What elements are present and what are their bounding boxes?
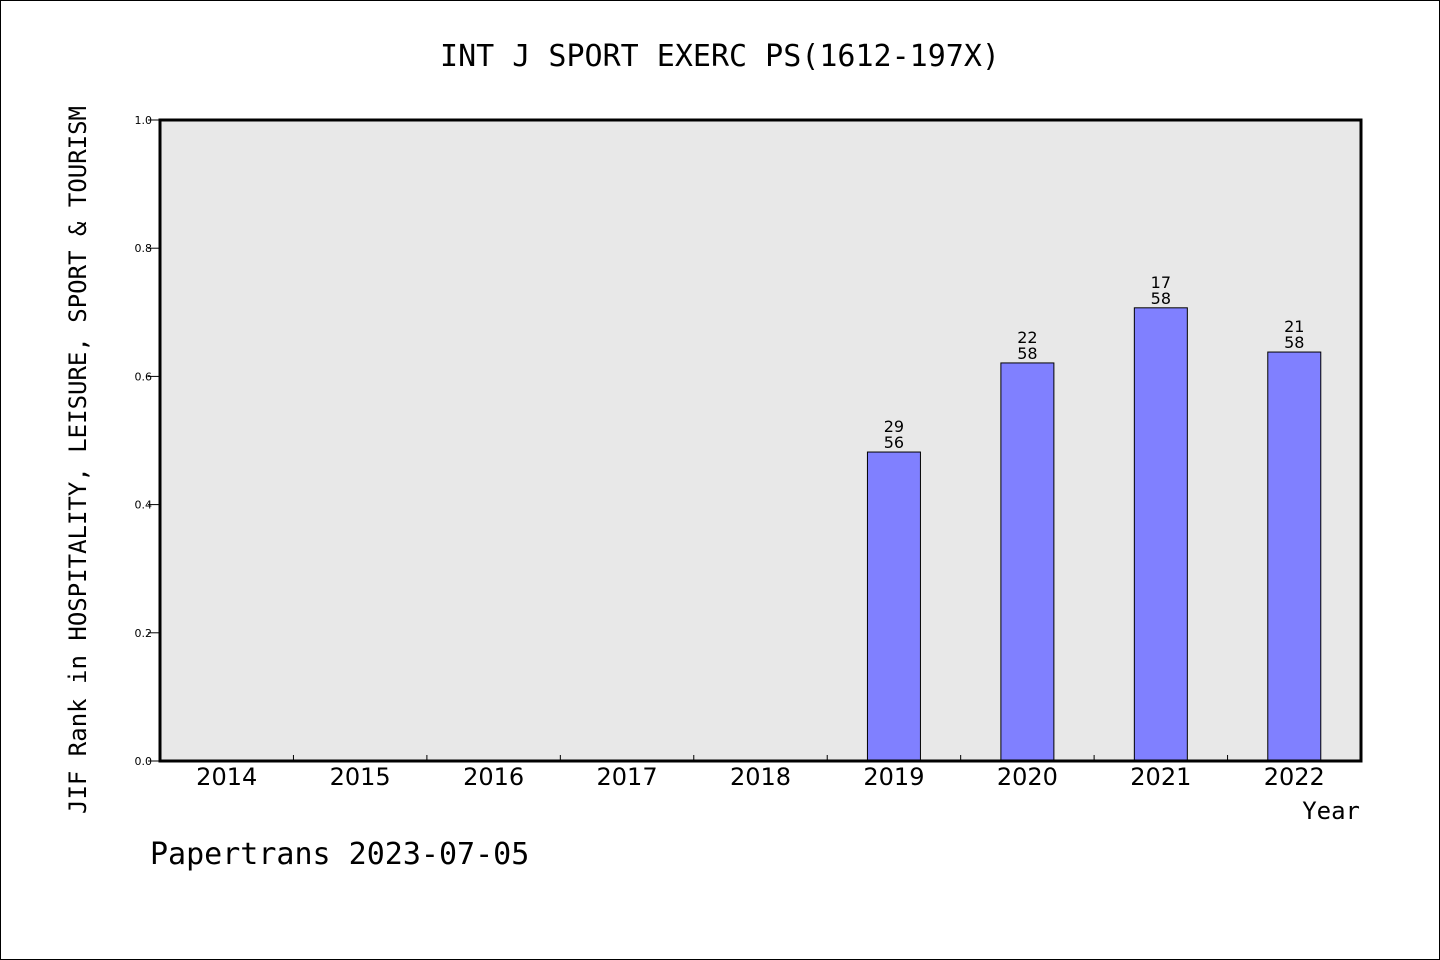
y-tick-label: 1.0 <box>135 114 153 127</box>
y-tick-label: 0.0 <box>135 755 153 768</box>
bar-label-rank: 21 <box>1284 317 1304 336</box>
bar-2020 <box>1000 362 1055 762</box>
footer-text: Papertrans 2023-07-05 <box>150 837 529 872</box>
bar-label-total: 56 <box>884 433 904 452</box>
x-tick-label: 2021 <box>1130 763 1191 791</box>
bar-label-total: 58 <box>1151 289 1171 308</box>
x-tick-label: 2017 <box>597 763 658 791</box>
y-tick-label: 0.6 <box>135 370 153 383</box>
x-tick-label: 2015 <box>330 763 391 791</box>
bar-label-total: 58 <box>1017 344 1037 363</box>
y-axis-label: JIF Rank in HOSPITALITY, LEISURE, SPORT … <box>64 106 92 814</box>
x-tick-label: 2014 <box>196 763 257 791</box>
bar-label-rank: 29 <box>884 417 904 436</box>
x-tick-label: 2020 <box>997 763 1058 791</box>
x-tick-label: 2019 <box>863 763 924 791</box>
y-tick-label: 0.2 <box>135 627 153 640</box>
x-tick-label: 2018 <box>730 763 791 791</box>
x-ticks-group: 2014 2015 2016 2017 2018 2019 2020 2021 2022 <box>196 755 1325 791</box>
x-tick-label: 2022 <box>1264 763 1325 791</box>
y-ticks-group: 0.0 0.2 0.4 0.6 0.8 1.0 <box>135 114 160 768</box>
plot-border <box>158 118 1363 763</box>
y-tick-label: 0.8 <box>135 242 153 255</box>
y-tick-label: 0.4 <box>135 499 153 512</box>
chart-title: INT J SPORT EXERC PS(1612-197X) <box>440 39 1000 74</box>
x-tick-label: 2016 <box>463 763 524 791</box>
bar-label-rank: 17 <box>1151 273 1171 292</box>
bar-2022 <box>1267 351 1322 762</box>
bar-2021 <box>1133 307 1188 762</box>
bar-label-rank: 22 <box>1017 328 1037 347</box>
x-axis-label: Year <box>1302 797 1360 825</box>
bar-label-total: 58 <box>1284 333 1304 352</box>
bar-2019 <box>866 451 921 762</box>
